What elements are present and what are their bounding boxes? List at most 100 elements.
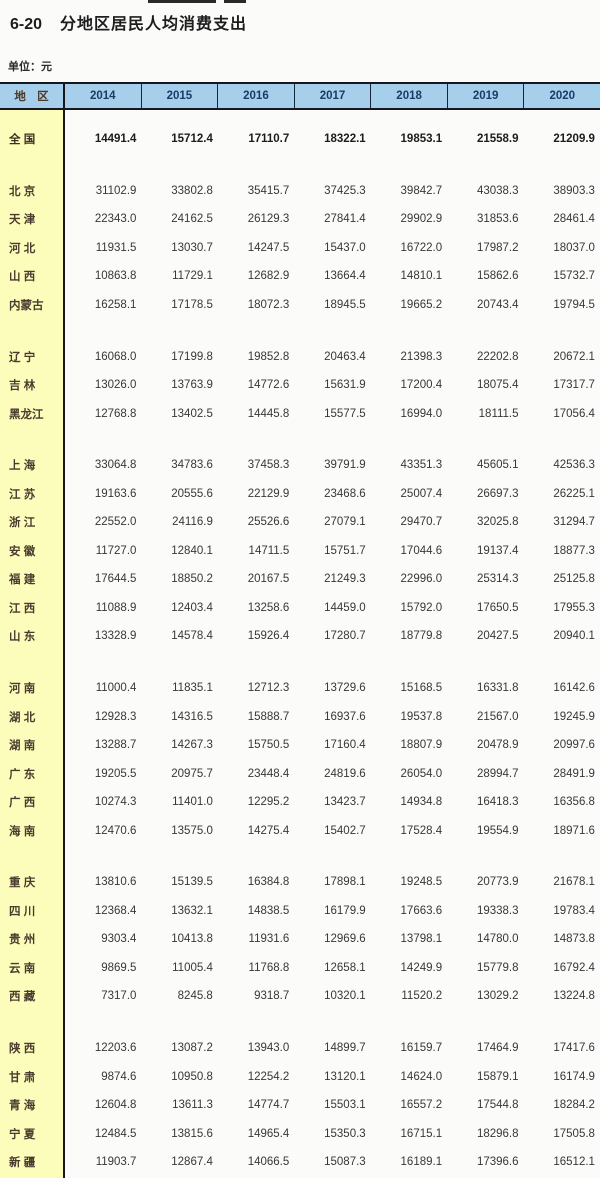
value-cell: 45605.1	[476, 459, 519, 472]
value-cell: 12658.1	[324, 961, 366, 974]
value-cell: 17056.4	[553, 407, 595, 420]
value-cell: 17317.7	[553, 379, 595, 392]
region-name: 宁 夏	[9, 1128, 36, 1141]
value-cell: 21209.9	[553, 133, 595, 146]
value-cell: 14772.6	[247, 379, 290, 392]
value-cell: 19137.4	[476, 544, 519, 557]
table-row: 江 苏 19163.6 20555.6 22129.9 23468.6 25007.4 26…	[0, 479, 600, 508]
table-row: 甘 肃 9874.6 10950.8 12254.2 13120.1 14624.0 158…	[0, 1062, 600, 1091]
value-cell: 15750.5	[247, 739, 290, 752]
value-cell: 14934.8	[400, 796, 443, 809]
region-name: 山 东	[9, 631, 36, 644]
table-row: 海 南 12470.6 13575.0 14275.4 15402.7 17528.4 19…	[0, 816, 600, 845]
value-cell: 17178.5	[171, 299, 213, 311]
value-cell: 13288.7	[94, 739, 137, 752]
table-body: 全 国 14491.4 15712.4 17110.7 18322.1 19853.1 21…	[0, 110, 600, 1178]
value-cell: 18111.5	[478, 407, 519, 420]
value-cell: 13087.2	[171, 1042, 213, 1055]
value-cell: 14247.5	[247, 241, 290, 254]
table-row: 西 藏 7317.0 8245.8 9318.7 10320.1 11520.2 13029…	[0, 982, 600, 1011]
column-header-year: 2017	[295, 84, 372, 108]
value-cell: 13575.0	[171, 824, 213, 837]
table-row: 江 西 11088.9 12403.4 13258.6 14459.0 15792.0 17…	[0, 594, 600, 623]
region-group-gap	[0, 319, 600, 342]
value-cell: 18945.5	[324, 299, 366, 311]
region-name: 北 京	[9, 185, 36, 198]
value-cell: 11088.9	[95, 601, 137, 614]
value-cell: 14267.3	[171, 739, 213, 752]
value-cell: 20975.7	[171, 767, 213, 780]
value-cell: 17644.5	[94, 573, 137, 586]
value-cell: 37458.3	[247, 459, 290, 472]
value-cell: 13611.3	[172, 1099, 213, 1112]
table-row: 四 川 12368.4 13632.1 14838.5 16179.9 17663.6 19…	[0, 897, 600, 926]
region-name: 云 南	[9, 962, 36, 975]
table-row: 上 海 33064.8 34783.6 37458.3 39791.9 43351.3 45…	[0, 451, 600, 480]
region-name: 浙 江	[9, 517, 36, 530]
value-cell: 21678.1	[553, 876, 595, 889]
value-cell: 13402.5	[171, 407, 213, 420]
region-name: 青 海	[9, 1100, 36, 1113]
value-cell: 15402.7	[324, 824, 366, 837]
value-cell: 14459.0	[324, 601, 366, 614]
value-cell: 27841.4	[324, 213, 366, 226]
value-cell: 14899.7	[324, 1042, 366, 1055]
value-cell: 16142.6	[553, 682, 595, 695]
value-cell: 25314.3	[476, 573, 519, 586]
value-cell: 11520.2	[401, 990, 443, 1003]
value-cell: 14249.9	[400, 961, 443, 974]
value-cell: 12768.8	[94, 407, 137, 420]
table-row: 湖 南 13288.7 14267.3 15750.5 17160.4 18807.9 20…	[0, 731, 600, 760]
value-cell: 22552.0	[94, 516, 137, 529]
value-cell: 39791.9	[324, 459, 366, 472]
value-cell: 16937.6	[324, 710, 366, 723]
region-name: 福 建	[9, 574, 36, 587]
value-cell: 22996.0	[400, 573, 443, 586]
value-cell: 16994.0	[400, 407, 443, 420]
value-cell: 18971.6	[553, 824, 595, 837]
scan-artifact	[224, 0, 246, 3]
value-cell: 19554.9	[476, 824, 519, 837]
region-column-background	[0, 110, 65, 1178]
value-cell: 17280.7	[324, 630, 366, 643]
value-cell: 11768.8	[248, 961, 290, 974]
value-cell: 17544.8	[476, 1099, 519, 1112]
value-cell: 17663.6	[400, 904, 443, 917]
value-cell: 16068.0	[94, 350, 137, 363]
value-cell: 15087.3	[324, 1156, 366, 1169]
value-cell: 16189.1	[400, 1156, 443, 1169]
region-name: 江 西	[9, 602, 36, 615]
region-group-gap	[0, 428, 600, 451]
value-cell: 18850.2	[171, 573, 213, 586]
value-cell: 24162.5	[171, 213, 213, 226]
value-cell: 12254.2	[247, 1070, 290, 1083]
value-cell: 28994.7	[476, 767, 519, 780]
region-name: 山 西	[9, 271, 36, 284]
value-cell: 17650.5	[476, 601, 519, 614]
value-cell: 19245.9	[553, 710, 595, 723]
value-cell: 15712.4	[171, 133, 213, 146]
table-number: 6-20	[10, 16, 43, 33]
value-cell: 12203.6	[94, 1042, 137, 1055]
region-name: 湖 南	[9, 740, 36, 753]
table-row: 贵 州 9303.4 10413.8 11931.6 12969.6 13798.1 147…	[0, 925, 600, 954]
value-cell: 15751.7	[324, 544, 366, 557]
value-cell: 27079.1	[324, 516, 366, 529]
value-cell: 10413.8	[171, 933, 213, 946]
value-cell: 11401.0	[172, 796, 213, 809]
value-cell: 13030.7	[171, 241, 213, 254]
value-cell: 37425.3	[324, 184, 366, 197]
value-cell: 31853.6	[476, 213, 519, 226]
value-cell: 20743.4	[476, 299, 519, 311]
value-cell: 26225.1	[553, 487, 595, 500]
value-cell: 11903.7	[95, 1156, 137, 1169]
region-group-gap	[0, 845, 600, 868]
value-cell: 13763.9	[171, 379, 213, 392]
table-row: 河 南 11000.4 11835.1 12712.3 13729.6 15168.5 16…	[0, 674, 600, 703]
value-cell: 19783.4	[553, 904, 595, 917]
region-group-gap	[0, 1011, 600, 1034]
column-header-year: 2020	[549, 90, 576, 102]
value-cell: 18072.3	[247, 299, 290, 311]
value-cell: 12867.4	[171, 1156, 213, 1169]
value-cell: 16722.0	[400, 241, 443, 254]
